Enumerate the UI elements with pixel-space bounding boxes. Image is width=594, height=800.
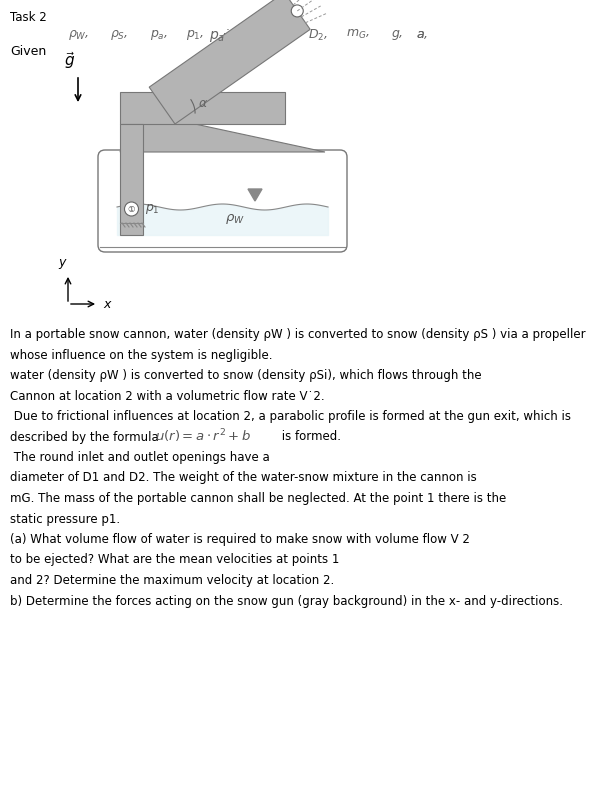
Text: (a) What volume flow of water is required to make snow with volume flow V 2: (a) What volume flow of water is require…	[10, 533, 470, 546]
Text: $\rho_S$,: $\rho_S$,	[110, 28, 128, 42]
Text: $x$: $x$	[103, 298, 113, 310]
Text: whose influence on the system is negligible.: whose influence on the system is negligi…	[10, 349, 273, 362]
Text: described by the formula: described by the formula	[10, 430, 159, 443]
Text: Due to frictional influences at location 2, a parabolic profile is formed at the: Due to frictional influences at location…	[10, 410, 571, 423]
Text: $D_1$,: $D_1$,	[268, 28, 288, 43]
Text: The round inlet and outlet openings have a: The round inlet and outlet openings have…	[10, 451, 270, 464]
Polygon shape	[149, 0, 310, 124]
Text: $y$: $y$	[58, 257, 68, 271]
Text: $g$,: $g$,	[391, 28, 403, 42]
Text: ①: ①	[128, 205, 135, 214]
Text: $D_2$,: $D_2$,	[308, 28, 328, 43]
Text: $\rho_W$,: $\rho_W$,	[68, 28, 89, 42]
Text: $m_G$,: $m_G$,	[346, 28, 369, 41]
Text: mG. The mass of the portable cannon shall be neglected. At the point 1 there is : mG. The mass of the portable cannon shal…	[10, 492, 506, 505]
Text: In a portable snow cannon, water (density ρW ) is converted to snow (density ρS : In a portable snow cannon, water (densit…	[10, 328, 586, 341]
Bar	[120, 124, 143, 235]
Text: $p_a$: $p_a$	[209, 29, 225, 44]
Text: $a$: $a$	[416, 28, 425, 41]
Text: $\alpha$: $\alpha$	[198, 97, 208, 110]
Text: $a$,: $a$,	[416, 28, 428, 41]
Bar	[120, 92, 285, 124]
Text: Task 2: Task 2	[10, 11, 47, 24]
Text: $p_a$,: $p_a$,	[150, 28, 168, 42]
Text: $\vec{g}$: $\vec{g}$	[64, 50, 75, 71]
Polygon shape	[120, 124, 325, 152]
Circle shape	[125, 202, 138, 216]
Text: $p_1$: $p_1$	[145, 202, 160, 216]
Text: $\rho_W$: $\rho_W$	[225, 212, 245, 226]
Text: Cannon at location 2 with a volumetric flow rate V˙2.: Cannon at location 2 with a volumetric f…	[10, 390, 325, 402]
Text: static pressure p1.: static pressure p1.	[10, 513, 120, 526]
FancyBboxPatch shape	[98, 150, 347, 252]
Text: is formed.: is formed.	[278, 430, 341, 443]
Text: to be ejected? What are the mean velocities at points 1: to be ejected? What are the mean velocit…	[10, 554, 339, 566]
Text: diameter of D1 and D2. The weight of the water-snow mixture in the cannon is: diameter of D1 and D2. The weight of the…	[10, 471, 477, 485]
Text: and 2? Determine the maximum velocity at location 2.: and 2? Determine the maximum velocity at…	[10, 574, 334, 587]
Text: $p_1$,: $p_1$,	[186, 28, 204, 42]
Text: $u(r) = a \cdot r^2 + b$: $u(r) = a \cdot r^2 + b$	[155, 427, 251, 445]
Polygon shape	[248, 189, 262, 201]
Circle shape	[291, 5, 304, 17]
Text: water (density ρW ) is converted to snow (density ρSi), which flows through the: water (density ρW ) is converted to snow…	[10, 369, 482, 382]
Text: b) Determine the forces acting on the snow gun (gray background) in the x- and y: b) Determine the forces acting on the sn…	[10, 594, 563, 607]
Text: $\dot{V}_2$,: $\dot{V}_2$,	[222, 28, 241, 46]
Text: Given: Given	[10, 45, 46, 58]
